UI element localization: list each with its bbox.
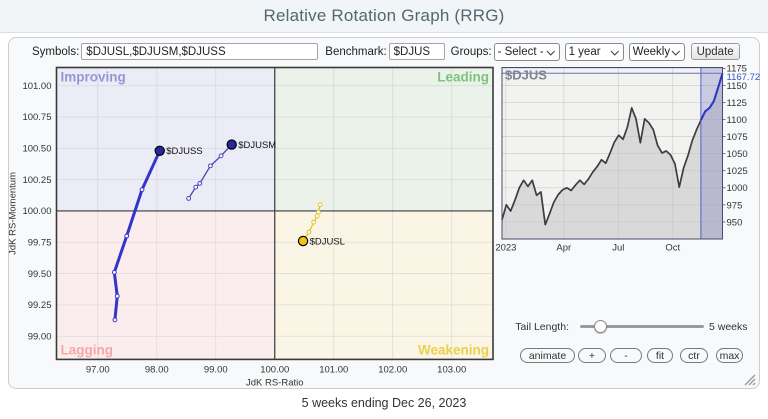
svg-text:101.00: 101.00 — [319, 364, 348, 375]
price-line — [501, 73, 724, 226]
quadrant-label-leading: Leading — [437, 70, 489, 85]
quadrant-label-lagging: Lagging — [61, 342, 114, 357]
symbols-input[interactable] — [81, 43, 319, 60]
svg-text:Jul: Jul — [612, 243, 624, 254]
marker-djusl[interactable] — [297, 235, 309, 247]
marker-djuss[interactable] — [154, 145, 165, 157]
groups-select[interactable]: - Select - — [493, 42, 560, 61]
svg-text:1150: 1150 — [727, 81, 747, 92]
symbols-label: Symbols: — [32, 45, 80, 58]
svg-text:100.50: 100.50 — [22, 144, 51, 155]
page-title: Relative Rotation Graph (RRG) — [263, 6, 505, 25]
marker-djusm[interactable] — [226, 139, 237, 150]
svg-text:102.00: 102.00 — [378, 364, 407, 375]
svg-text:1075: 1075 — [727, 132, 748, 143]
svg-text:Oct: Oct — [665, 243, 680, 254]
tail-length-slider[interactable] — [579, 320, 704, 333]
svg-text:100.25: 100.25 — [22, 175, 51, 186]
svg-text:98.00: 98.00 — [145, 364, 169, 375]
svg-text:100.00: 100.00 — [22, 206, 51, 217]
benchmark-label: Benchmark: — [325, 45, 387, 58]
svg-text:Apr: Apr — [556, 243, 571, 254]
svg-text:103.00: 103.00 — [437, 364, 466, 375]
interval-select-wrap: Weekly — [628, 42, 685, 61]
svg-text:950: 950 — [727, 217, 743, 228]
quadrant-leading — [274, 67, 493, 211]
zoom-in-button[interactable]: + — [578, 348, 606, 363]
benchmark-input[interactable] — [388, 43, 445, 60]
svg-text:99.25: 99.25 — [28, 300, 52, 311]
interval-select[interactable]: Weekly — [628, 42, 685, 61]
symbol-label-djusm: $DJUSM — [238, 140, 276, 151]
animate-button[interactable]: animate — [520, 348, 575, 363]
quadrant-lagging — [56, 210, 275, 360]
tail-length-slider-handle[interactable] — [593, 320, 607, 333]
quadrant-label-weakening: Weakening — [418, 342, 489, 357]
tail-length-label: Tail Length: — [515, 321, 569, 333]
rrg-plot-border — [55, 66, 494, 361]
zoom-out-button[interactable]: - — [610, 348, 642, 363]
price-plot-border — [501, 67, 723, 240]
last-price-label: 1167.72 — [727, 72, 761, 83]
groups-select-wrap: - Select - — [493, 42, 560, 61]
svg-text:2023: 2023 — [495, 243, 516, 254]
svg-text:101.00: 101.00 — [22, 81, 51, 92]
quadrant-weakening — [274, 210, 493, 360]
price-line-highlighted — [699, 72, 724, 121]
symbol-label-djuss: $DJUSS — [166, 146, 202, 157]
svg-text:1175: 1175 — [727, 64, 747, 75]
svg-text:99.50: 99.50 — [28, 269, 52, 280]
period-select-wrap: 1 year — [564, 42, 624, 61]
svg-text:1000: 1000 — [727, 183, 748, 194]
svg-text:100.75: 100.75 — [22, 112, 51, 123]
tail-length-control: Tail Length: 5 weeks — [515, 319, 760, 335]
svg-text:99.75: 99.75 — [28, 237, 52, 248]
quadrant-label-improving: Improving — [61, 70, 126, 85]
rrg-y-axis-title: JdK RS-Momentum — [9, 172, 19, 255]
date-range-caption: 5 weeks ending Dec 26, 2023 — [301, 396, 467, 410]
fit-button[interactable]: fit — [647, 348, 673, 363]
chart-action-buttons: animate + - fit ctr max — [520, 348, 760, 364]
tail-length-value: 5 weeks — [709, 321, 748, 333]
rrg-x-axis-title: JdK RS-Ratio — [246, 377, 304, 386]
svg-text:1100: 1100 — [727, 115, 747, 126]
period-select[interactable]: 1 year — [564, 42, 624, 61]
rrg-rotation-chart[interactable]: Improving Leading Lagging Weakening 99.00 99.… — [9, 61, 506, 386]
svg-text:97.00: 97.00 — [86, 364, 110, 375]
benchmark-price-chart: 950 975 1000 1025 1050 1075 1100 1125 1150 117511… — [495, 64, 761, 254]
quadrant-improving — [56, 67, 275, 211]
page-header: Relative Rotation Graph (RRG) — [0, 0, 768, 33]
max-button[interactable]: max — [716, 348, 743, 363]
svg-text:99.00: 99.00 — [28, 331, 52, 342]
svg-text:1125: 1125 — [727, 98, 747, 109]
resize-grip-icon[interactable] — [742, 372, 756, 386]
price-chart-title: $DJUS — [505, 68, 547, 83]
rrg-panel: Symbols: Benchmark: Groups: - Select - 1… — [8, 37, 760, 389]
svg-text:975: 975 — [727, 200, 743, 211]
groups-label: Groups: — [450, 45, 492, 58]
toolbar: Symbols: Benchmark: Groups: - Select - 1… — [9, 41, 759, 62]
trail-djuss — [112, 149, 162, 322]
svg-text:1025: 1025 — [727, 166, 748, 177]
svg-text:100.00: 100.00 — [260, 364, 289, 375]
tail-highlight-band — [700, 67, 723, 239]
ctr-button[interactable]: ctr — [680, 348, 708, 363]
svg-text:99.00: 99.00 — [204, 364, 228, 375]
symbol-label-djusl: $DJUSL — [310, 236, 345, 247]
svg-text:1050: 1050 — [727, 149, 748, 160]
update-button[interactable]: Update — [690, 43, 740, 60]
